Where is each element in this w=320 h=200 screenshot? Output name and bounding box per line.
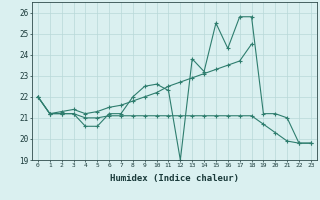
X-axis label: Humidex (Indice chaleur): Humidex (Indice chaleur) [110,174,239,183]
